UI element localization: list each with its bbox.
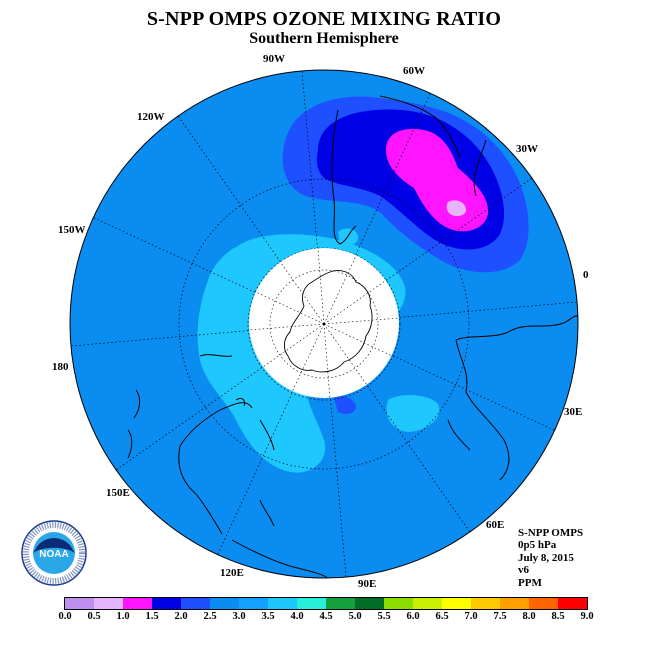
lon-label-150w: 150W bbox=[58, 224, 86, 236]
colorbar-tick-label: 5.5 bbox=[377, 611, 391, 622]
colorbar-segment bbox=[181, 598, 210, 609]
field-dark-patch bbox=[334, 396, 356, 414]
lon-label-30w: 30W bbox=[516, 143, 538, 155]
colorbar-segment bbox=[210, 598, 239, 609]
lon-label-120e: 120E bbox=[220, 567, 244, 579]
colorbar-segment bbox=[500, 598, 529, 609]
lon-label-150e: 150E bbox=[106, 487, 130, 499]
info-level: 0p5 hPa bbox=[518, 539, 557, 552]
logo-text: NOAA bbox=[39, 549, 68, 560]
colorbar-segment bbox=[239, 598, 268, 609]
colorbar-segment bbox=[558, 598, 587, 609]
colorbar-tick-label: 7.0 bbox=[464, 611, 478, 622]
lon-label-180: 180 bbox=[52, 361, 69, 373]
lon-label-90w: 90W bbox=[263, 53, 285, 65]
colorbar-tick-label: 3.0 bbox=[232, 611, 246, 622]
lon-label-30e: 30E bbox=[564, 406, 582, 418]
colorbar-segment bbox=[123, 598, 152, 609]
globe-outline bbox=[69, 69, 579, 579]
logo-bird-shape bbox=[33, 543, 75, 553]
colorbar-tick-label: 1.5 bbox=[145, 611, 159, 622]
lon-label-90e: 90E bbox=[358, 578, 376, 590]
colorbar-tick-label: 0.5 bbox=[87, 611, 101, 622]
map-title: S-NPP OMPS OZONE MIXING RATIO bbox=[146, 8, 502, 30]
pole-meridians bbox=[248, 248, 400, 400]
latitude-circle-30 bbox=[178, 178, 470, 470]
colorbar-segment bbox=[529, 598, 558, 609]
colorbar-tick-label: 9.0 bbox=[580, 611, 594, 622]
coastlines bbox=[127, 95, 578, 578]
south-pole-dot bbox=[322, 322, 326, 326]
colorbar-segment bbox=[413, 598, 442, 609]
colorbar-tick-label: 5.0 bbox=[348, 611, 362, 622]
info-version: v6 bbox=[518, 564, 529, 577]
noaa-logo: NOAA bbox=[21, 520, 87, 586]
field-light-region-small bbox=[386, 395, 440, 432]
map-subtitle: Southern Hemisphere bbox=[249, 30, 399, 47]
info-date: July 8, 2015 bbox=[518, 551, 574, 564]
colorbar-tick-label: 2.0 bbox=[174, 611, 188, 622]
colorbar-tick-label: 1.0 bbox=[116, 611, 130, 622]
colorbar-segment bbox=[471, 598, 500, 609]
info-block: S-NPP OMPS 0p5 hPa July 8, 2015 v6 PPM bbox=[518, 527, 583, 589]
colorbar-tick-label: 8.5 bbox=[551, 611, 565, 622]
pole-latitude-ring bbox=[269, 269, 379, 379]
polar-map: 90W 60W 30W 0 30E 60E 90E 120E 150E 180 … bbox=[52, 53, 589, 590]
colorbar-segment bbox=[152, 598, 181, 609]
colorbar-tick-label: 4.0 bbox=[290, 611, 304, 622]
lon-label-0: 0 bbox=[583, 269, 589, 281]
info-units: PPM bbox=[518, 576, 542, 589]
colorbar-tick-label: 6.0 bbox=[406, 611, 420, 622]
colorbar-tick-label: 2.5 bbox=[203, 611, 217, 622]
colorbar bbox=[64, 597, 588, 610]
field-lavender-spot bbox=[446, 200, 466, 217]
antarctica-coastline bbox=[283, 270, 373, 373]
colorbar-segment bbox=[65, 598, 94, 609]
colorbar-ticks: 0.0 0.5 1.0 1.5 2.0 2.5 3.0 3.5 4.0 4.5 5.0 5.5 6.0 6… bbox=[0, 611, 648, 625]
latitude-circle-60 bbox=[247, 247, 401, 401]
colorbar-segment bbox=[297, 598, 326, 609]
lon-label-60e: 60E bbox=[486, 519, 504, 531]
info-instrument: S-NPP OMPS bbox=[518, 527, 584, 539]
lon-label-60w: 60W bbox=[403, 65, 425, 77]
colorbar-segment bbox=[94, 598, 123, 609]
colorbar-tick-label: 6.5 bbox=[435, 611, 449, 622]
lon-label-120w: 120W bbox=[137, 111, 165, 123]
colorbar-segment bbox=[442, 598, 471, 609]
colorbar-tick-label: 4.5 bbox=[319, 611, 333, 622]
colorbar-segment bbox=[384, 598, 413, 609]
colorbar-tick-label: 8.0 bbox=[522, 611, 536, 622]
colorbar-tick-label: 3.5 bbox=[261, 611, 275, 622]
colorbar-segment bbox=[268, 598, 297, 609]
colorbar-segment bbox=[355, 598, 384, 609]
colorbar-tick-label: 7.5 bbox=[493, 611, 507, 622]
colorbar-segment bbox=[326, 598, 355, 609]
colorbar-tick-label: 0.0 bbox=[58, 611, 72, 622]
logo-top-shape bbox=[35, 537, 73, 550]
logo-ring-band bbox=[23, 522, 85, 584]
